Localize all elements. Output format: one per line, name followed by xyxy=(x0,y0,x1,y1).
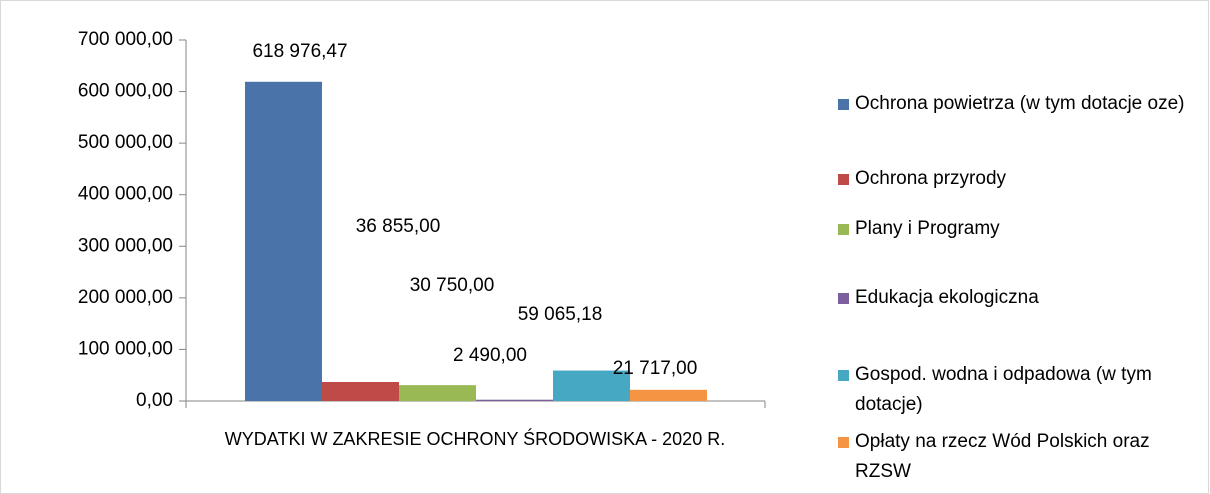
legend-item: Plany i Programy xyxy=(838,214,1198,244)
legend-swatch xyxy=(838,437,849,448)
y-tick-label: 100 000,00 xyxy=(78,338,173,359)
y-tick-label: 500 000,00 xyxy=(78,132,173,153)
y-tick-label: 700 000,00 xyxy=(78,29,173,50)
data-label: 618 976,47 xyxy=(252,41,347,62)
bar xyxy=(553,370,630,401)
legend-item: Ochrona przyrody xyxy=(838,164,1198,194)
legend-label: Opłaty na rzecz Wód Polskich oraz RZSW xyxy=(855,431,1150,482)
y-tick-label: 200 000,00 xyxy=(78,287,173,308)
y-tick-label: 400 000,00 xyxy=(78,184,173,205)
bar xyxy=(476,399,553,401)
x-category-label: WYDATKI W ZAKRESIE OCHRONY ŚRODOWISKA - … xyxy=(224,429,726,449)
legend-item: Gospod. wodna i odpadowa (w tym dotacje) xyxy=(838,360,1198,420)
data-label: 59 065,18 xyxy=(518,304,603,325)
legend-item: Opłaty na rzecz Wód Polskich oraz RZSW xyxy=(838,427,1198,487)
legend-swatch xyxy=(838,224,849,235)
legend-swatch xyxy=(838,293,849,304)
legend-item: Edukacja ekologiczna xyxy=(838,283,1198,313)
legend-label: Plany i Programy xyxy=(855,218,1000,239)
bar xyxy=(245,81,322,402)
legend-label: Ochrona powietrza (w tym dotacje oze) xyxy=(855,93,1185,114)
y-tick-label: 300 000,00 xyxy=(78,235,173,256)
data-label: 21 717,00 xyxy=(613,358,698,379)
legend-label: Gospod. wodna i odpadowa (w tym dotacje) xyxy=(855,364,1152,415)
data-label: 2 490,00 xyxy=(453,345,527,366)
legend-label: Ochrona przyrody xyxy=(855,168,1007,189)
bar xyxy=(322,381,399,401)
data-label: 36 855,00 xyxy=(356,216,441,237)
legend-swatch xyxy=(838,174,849,185)
bar xyxy=(630,389,707,401)
y-tick-label: 0,00 xyxy=(136,390,173,411)
legend-item: Ochrona powietrza (w tym dotacje oze) xyxy=(838,89,1198,119)
bar xyxy=(399,385,476,401)
data-label: 30 750,00 xyxy=(410,275,495,296)
legend-swatch xyxy=(838,99,849,110)
legend-label: Edukacja ekologiczna xyxy=(855,287,1039,308)
y-tick-label: 600 000,00 xyxy=(78,81,173,102)
legend-swatch xyxy=(838,370,849,381)
